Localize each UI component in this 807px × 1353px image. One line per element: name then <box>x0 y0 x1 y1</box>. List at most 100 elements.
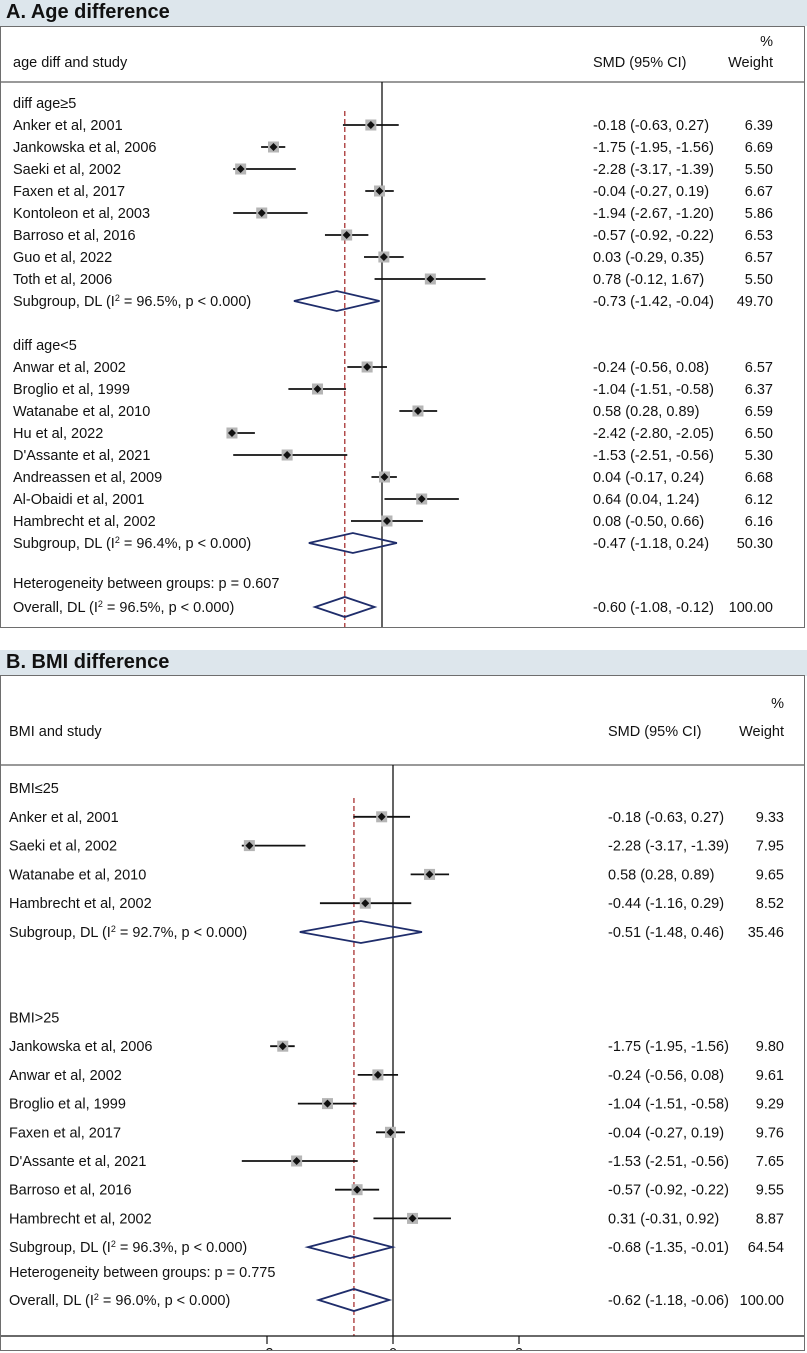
panel-a-title-band <box>0 0 807 26</box>
effect-ci-value: -0.44 (-1.16, 0.29) <box>608 896 724 912</box>
point-estimate-marker <box>366 121 375 129</box>
point-estimate-marker <box>353 1185 362 1194</box>
header-effect-label: SMD (95% CI) <box>593 55 686 71</box>
study-name: Anker et al, 2001 <box>13 118 123 134</box>
study-name: Barroso et al, 2016 <box>9 1183 132 1199</box>
study-name: Jankowska et al, 2006 <box>9 1039 152 1055</box>
group-heading: diff age≥5 <box>13 96 76 112</box>
study-weight: 5.50 <box>745 162 773 178</box>
effect-ci-value: -1.75 (-1.95, -1.56) <box>608 1039 729 1055</box>
subgroup-ci-value: -0.68 (-1.35, -0.01) <box>608 1240 729 1256</box>
effect-ci-value: -1.04 (-1.51, -0.58) <box>593 382 714 398</box>
study-weight: 6.53 <box>745 228 773 244</box>
effect-ci-value: -0.57 (-0.92, -0.22) <box>593 228 714 244</box>
header-effect-label: SMD (95% CI) <box>608 724 701 740</box>
study-weight: 8.87 <box>756 1211 784 1227</box>
point-estimate-marker <box>236 165 245 173</box>
point-estimate-marker <box>425 870 434 879</box>
group-heading: diff age<5 <box>13 338 77 354</box>
header-percent-sign: % <box>760 34 773 50</box>
study-weight: 6.12 <box>745 492 773 508</box>
study-weight: 9.29 <box>756 1097 784 1113</box>
header-weight-label: Weight <box>728 55 773 71</box>
study-weight: 6.68 <box>745 470 773 486</box>
effect-ci-value: -1.75 (-1.95, -1.56) <box>593 140 714 156</box>
effect-ci-value: 0.64 (0.04, 1.24) <box>593 492 699 508</box>
header-weight-label: Weight <box>739 724 784 740</box>
effect-ci-value: 0.08 (-0.50, 0.66) <box>593 514 704 530</box>
subgroup-label: Subgroup, DL (I2 = 96.4%, p < 0.000) <box>13 535 251 552</box>
study-name: Faxen et al, 2017 <box>9 1125 121 1141</box>
subgroup-ci-value: -0.73 (-1.42, -0.04) <box>593 294 714 310</box>
study-weight: 9.65 <box>756 867 784 883</box>
study-name: Jankowska et al, 2006 <box>13 140 156 156</box>
header-percent-sign: % <box>771 696 784 712</box>
study-name: D'Assante et al, 2021 <box>9 1154 146 1170</box>
subgroup-weight: 35.46 <box>748 925 784 941</box>
overall-weight: 100.00 <box>740 1293 784 1309</box>
point-estimate-marker <box>377 812 386 821</box>
point-estimate-marker <box>342 231 351 239</box>
study-weight: 9.55 <box>756 1183 784 1199</box>
study-weight: 7.95 <box>756 839 784 855</box>
study-weight: 9.80 <box>756 1039 784 1055</box>
effect-ci-value: -2.42 (-2.80, -2.05) <box>593 426 714 442</box>
effect-ci-value: -0.24 (-0.56, 0.08) <box>608 1068 724 1084</box>
study-weight: 8.52 <box>756 896 784 912</box>
subgroup-weight: 64.54 <box>748 1240 784 1256</box>
study-weight: 6.57 <box>745 250 773 266</box>
study-weight: 5.30 <box>745 448 773 464</box>
point-estimate-marker <box>292 1157 301 1165</box>
overall-label: Overall, DL (I2 = 96.0%, p < 0.000) <box>9 1292 230 1309</box>
study-weight: 6.67 <box>745 184 773 200</box>
point-estimate-marker <box>361 899 370 908</box>
point-estimate-marker <box>313 385 322 393</box>
study-weight: 7.65 <box>756 1154 784 1170</box>
point-estimate-marker <box>323 1099 332 1108</box>
study-weight: 6.50 <box>745 426 773 442</box>
point-estimate-marker <box>283 451 292 459</box>
heterogeneity-text: Heterogeneity between groups: p = 0.775 <box>9 1265 275 1281</box>
study-weight: 9.33 <box>756 810 784 826</box>
effect-ci-value: 0.78 (-0.12, 1.67) <box>593 272 704 288</box>
study-weight: 5.86 <box>745 206 773 222</box>
study-name: Hambrecht et al, 2002 <box>13 514 156 530</box>
effect-ci-value: -2.28 (-3.17, -1.39) <box>593 162 714 178</box>
subgroup-diamond <box>299 920 423 944</box>
subgroup-label: Subgroup, DL (I2 = 92.7%, p < 0.000) <box>9 924 247 941</box>
effect-ci-value: 0.58 (0.28, 0.89) <box>593 404 699 420</box>
study-name: Barroso et al, 2016 <box>13 228 136 244</box>
header-study-label: age diff and study <box>13 55 128 71</box>
panel-b-title: B. BMI difference <box>6 651 170 673</box>
effect-ci-value: -1.53 (-2.51, -0.56) <box>593 448 714 464</box>
study-name: Anwar et al, 2002 <box>13 360 126 376</box>
study-name: Kontoleon et al, 2003 <box>13 206 150 222</box>
study-name: Broglio et al, 1999 <box>13 382 130 398</box>
effect-ci-value: -0.18 (-0.63, 0.27) <box>608 810 724 826</box>
point-estimate-marker <box>379 253 388 261</box>
point-estimate-marker <box>386 1128 395 1137</box>
study-name: Faxen et al, 2017 <box>13 184 125 200</box>
effect-ci-value: -0.04 (-0.27, 0.19) <box>608 1125 724 1141</box>
study-name: Anker et al, 2001 <box>9 810 119 826</box>
overall-ci-value: -0.60 (-1.08, -0.12) <box>593 600 714 616</box>
study-weight: 9.76 <box>756 1125 784 1141</box>
study-name: Watanabe et al, 2010 <box>9 867 146 883</box>
subgroup-ci-value: -0.51 (-1.48, 0.46) <box>608 925 724 941</box>
study-name: Anwar et al, 2002 <box>9 1068 122 1084</box>
study-name: Broglio et al, 1999 <box>9 1097 126 1113</box>
subgroup-diamond <box>304 1235 396 1260</box>
point-estimate-marker <box>417 495 426 503</box>
overall-diamond <box>315 1288 393 1312</box>
study-name: Hu et al, 2022 <box>13 426 103 442</box>
study-name: D'Assante et al, 2021 <box>13 448 150 464</box>
point-estimate-marker <box>382 517 391 525</box>
effect-ci-value: 0.58 (0.28, 0.89) <box>608 867 714 883</box>
point-estimate-marker <box>373 1070 382 1079</box>
point-estimate-marker <box>413 407 422 415</box>
study-name: Guo et al, 2022 <box>13 250 112 266</box>
effect-ci-value: 0.04 (-0.17, 0.24) <box>593 470 704 486</box>
point-estimate-marker <box>245 841 254 850</box>
